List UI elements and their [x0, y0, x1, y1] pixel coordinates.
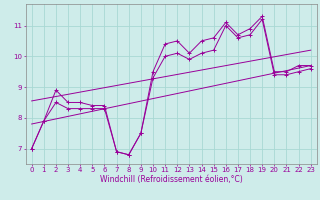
X-axis label: Windchill (Refroidissement éolien,°C): Windchill (Refroidissement éolien,°C) [100, 175, 243, 184]
